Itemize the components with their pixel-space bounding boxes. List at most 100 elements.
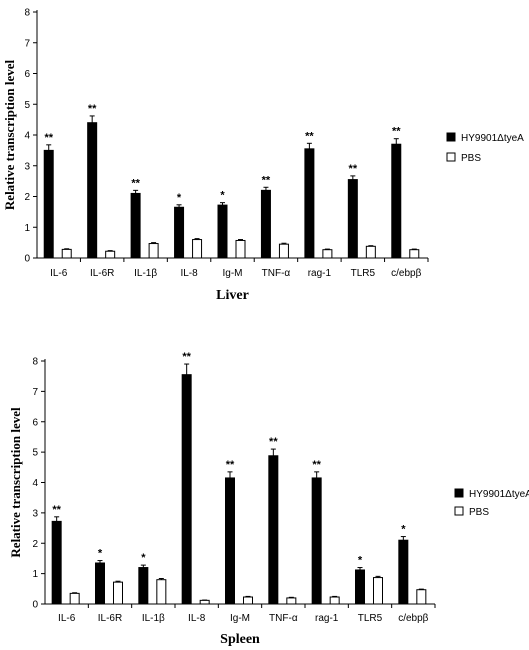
- bar-treatment: [174, 206, 185, 259]
- bar-treatment: [51, 520, 62, 605]
- significance-label: *: [220, 190, 225, 202]
- y-tick-label: 3: [24, 161, 30, 172]
- bar-pbs: [199, 599, 210, 605]
- bar-pbs: [148, 243, 159, 259]
- y-tick-label: 1: [32, 569, 38, 580]
- x-category-label: TLR5: [358, 613, 383, 624]
- x-category-label: IL-1β: [142, 613, 165, 624]
- bar-treatment: [181, 374, 192, 605]
- y-tick-label: 4: [32, 478, 38, 489]
- bar-treatment: [391, 143, 402, 259]
- bar-pbs: [373, 577, 383, 605]
- y-tick-label: 0: [24, 254, 30, 265]
- bar-treatment: [138, 567, 149, 605]
- bar-pbs: [235, 239, 246, 259]
- significance-label: **: [52, 504, 61, 516]
- bar-treatment: [311, 477, 322, 605]
- bar-treatment: [268, 455, 279, 605]
- bar-treatment: [43, 149, 54, 259]
- y-tick-label: 1: [24, 223, 30, 234]
- y-tick-label: 4: [24, 131, 30, 142]
- legend-swatch-pbs: [454, 506, 464, 516]
- spleen-chart: 012345678**IL-6*IL-6R*IL-1β**IL-8**Ig-M*…: [8, 351, 529, 647]
- bar-pbs: [192, 239, 203, 259]
- significance-label: *: [98, 548, 103, 560]
- x-category-label: Ig-M: [230, 613, 250, 624]
- x-category-label: rag-1: [308, 268, 332, 279]
- bar-pbs: [409, 249, 420, 259]
- significance-label: **: [44, 132, 53, 144]
- y-tick-label: 5: [24, 100, 30, 111]
- x-axis-label: Spleen: [220, 632, 260, 647]
- bar-treatment: [217, 204, 228, 259]
- x-category-label: IL-6: [50, 268, 68, 279]
- x-category-label: TNF-α: [262, 268, 291, 279]
- bar-treatment: [304, 148, 315, 259]
- significance-label: *: [141, 552, 146, 564]
- bar-pbs: [113, 581, 123, 605]
- legend-swatch-treatment: [446, 132, 456, 142]
- x-category-label: Ig-M: [223, 268, 243, 279]
- bar-treatment: [355, 569, 365, 605]
- y-tick-label: 8: [24, 8, 30, 19]
- bar-treatment: [260, 189, 271, 259]
- legend-label-pbs: PBS: [461, 153, 481, 164]
- bar-treatment: [87, 122, 98, 259]
- bar-pbs: [69, 592, 80, 605]
- y-tick-label: 8: [32, 357, 38, 368]
- x-category-label: TLR5: [351, 268, 376, 279]
- y-axis-label: Relative transcription level: [2, 60, 17, 211]
- x-category-label: IL-6: [58, 613, 76, 624]
- significance-label: *: [177, 192, 182, 204]
- significance-label: **: [226, 459, 235, 471]
- y-tick-label: 6: [24, 69, 30, 80]
- bar-pbs: [286, 597, 297, 605]
- significance-label: **: [392, 126, 401, 138]
- y-tick-label: 0: [32, 600, 38, 611]
- liver-chart: 0 1 2 3 4 5 6 7 8 ** IL-6 ** IL-6R ** IL-1β * IL-8 * Ig-M *…: [2, 8, 524, 304]
- bar-pbs: [322, 249, 333, 259]
- significance-label: **: [269, 436, 278, 448]
- bar-pbs: [243, 596, 253, 605]
- x-category-label: c/ebpβ: [391, 268, 421, 279]
- y-tick-label: 6: [32, 417, 38, 428]
- bar-pbs: [365, 245, 376, 259]
- legend-swatch-treatment: [454, 488, 464, 498]
- bar-pbs: [416, 589, 427, 605]
- x-axis-label: Liver: [216, 288, 249, 303]
- y-tick-label: 2: [24, 192, 30, 203]
- significance-label: **: [182, 351, 191, 363]
- bar-pbs: [105, 250, 116, 259]
- legend: HY9901ΔtyeA PBS: [454, 488, 529, 518]
- significance-label: **: [349, 163, 358, 175]
- legend: HY9901ΔtyeA PBS: [446, 132, 524, 164]
- bar-treatment: [347, 179, 358, 259]
- legend-swatch-pbs: [446, 152, 456, 162]
- x-category-label: IL-8: [188, 613, 206, 624]
- bar-pbs: [278, 243, 289, 259]
- bar-treatment: [95, 562, 105, 605]
- significance-label: *: [358, 555, 363, 567]
- bar-treatment: [225, 477, 235, 605]
- legend-label-pbs: PBS: [469, 507, 489, 518]
- bar-pbs: [61, 248, 72, 259]
- bar-treatment: [130, 192, 141, 259]
- y-tick-label: 7: [32, 387, 38, 398]
- x-category-label: IL-8: [180, 268, 198, 279]
- bar-treatment: [398, 539, 409, 605]
- x-category-label: IL-6R: [90, 268, 114, 279]
- significance-label: **: [88, 103, 97, 115]
- y-tick-label: 2: [32, 539, 38, 550]
- y-axis-label: Relative transcription level: [8, 407, 23, 558]
- y-tick-label: 3: [32, 508, 38, 519]
- significance-label: **: [305, 130, 314, 142]
- x-category-label: rag-1: [315, 613, 339, 624]
- y-tick-label: 7: [24, 38, 30, 49]
- x-category-label: IL-1β: [134, 268, 157, 279]
- x-category-label: TNF-α: [269, 613, 298, 624]
- legend-label-treatment: HY9901ΔtyeA: [469, 489, 529, 500]
- significance-label: **: [262, 174, 271, 186]
- significance-label: **: [312, 459, 321, 471]
- x-category-label: c/ebpβ: [398, 613, 428, 624]
